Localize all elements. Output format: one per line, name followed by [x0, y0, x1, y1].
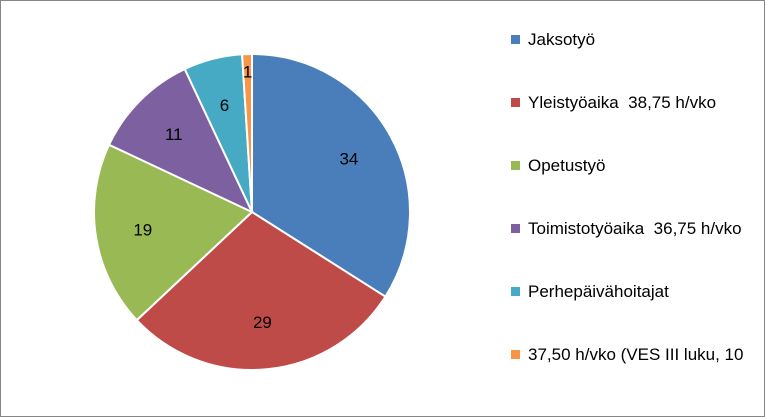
pie-data-labels: 34 29 19 11 61: [133, 62, 358, 332]
legend-swatch-2: [511, 98, 520, 107]
legend-item-4: Toimistotyöaika 36,75 h/vko: [511, 217, 765, 240]
legend-item-5: Perhepäivähoitajat: [511, 280, 765, 303]
data-label-4: 11: [165, 125, 183, 144]
legend-swatch-6: [511, 350, 520, 359]
legend-item-3: Opetustyö: [511, 154, 765, 177]
legend-label-3: Opetustyö: [528, 156, 606, 175]
pie-slices: [93, 52, 411, 371]
data-label-5: 6: [220, 96, 229, 115]
legend-label-2: Yleistyöaika 38,75 h/vko: [528, 93, 717, 112]
legend-swatch-1: [511, 35, 520, 44]
legend-label-6: 37,50 h/vko (VES III luku, 10: [528, 345, 744, 364]
legend-item-2: Yleistyöaika 38,75 h/vko: [511, 91, 765, 114]
legend-item-6: 37,50 h/vko (VES III luku, 10: [511, 343, 765, 366]
pie-slice-6: [241, 52, 253, 213]
legend-label-4: Toimistotyöaika 36,75 h/vko: [528, 219, 742, 238]
data-label-6: 1: [243, 62, 252, 81]
pie-slice-2: [135, 210, 387, 371]
data-label-2: 29: [253, 313, 272, 332]
legend-item-1: Jaksotyö: [511, 28, 765, 51]
legend-label-5: Perhepäivähoitajat: [528, 282, 669, 301]
legend-swatch-3: [511, 161, 520, 170]
pie-slice-4: [107, 67, 255, 215]
legend-swatch-4: [511, 224, 520, 233]
pie-slice-3: [93, 143, 254, 322]
data-label-1: 34: [339, 150, 358, 169]
legend-label-1: Jaksotyö: [528, 30, 596, 49]
data-label-3: 19: [133, 220, 152, 239]
legend-swatch-5: [511, 287, 520, 296]
